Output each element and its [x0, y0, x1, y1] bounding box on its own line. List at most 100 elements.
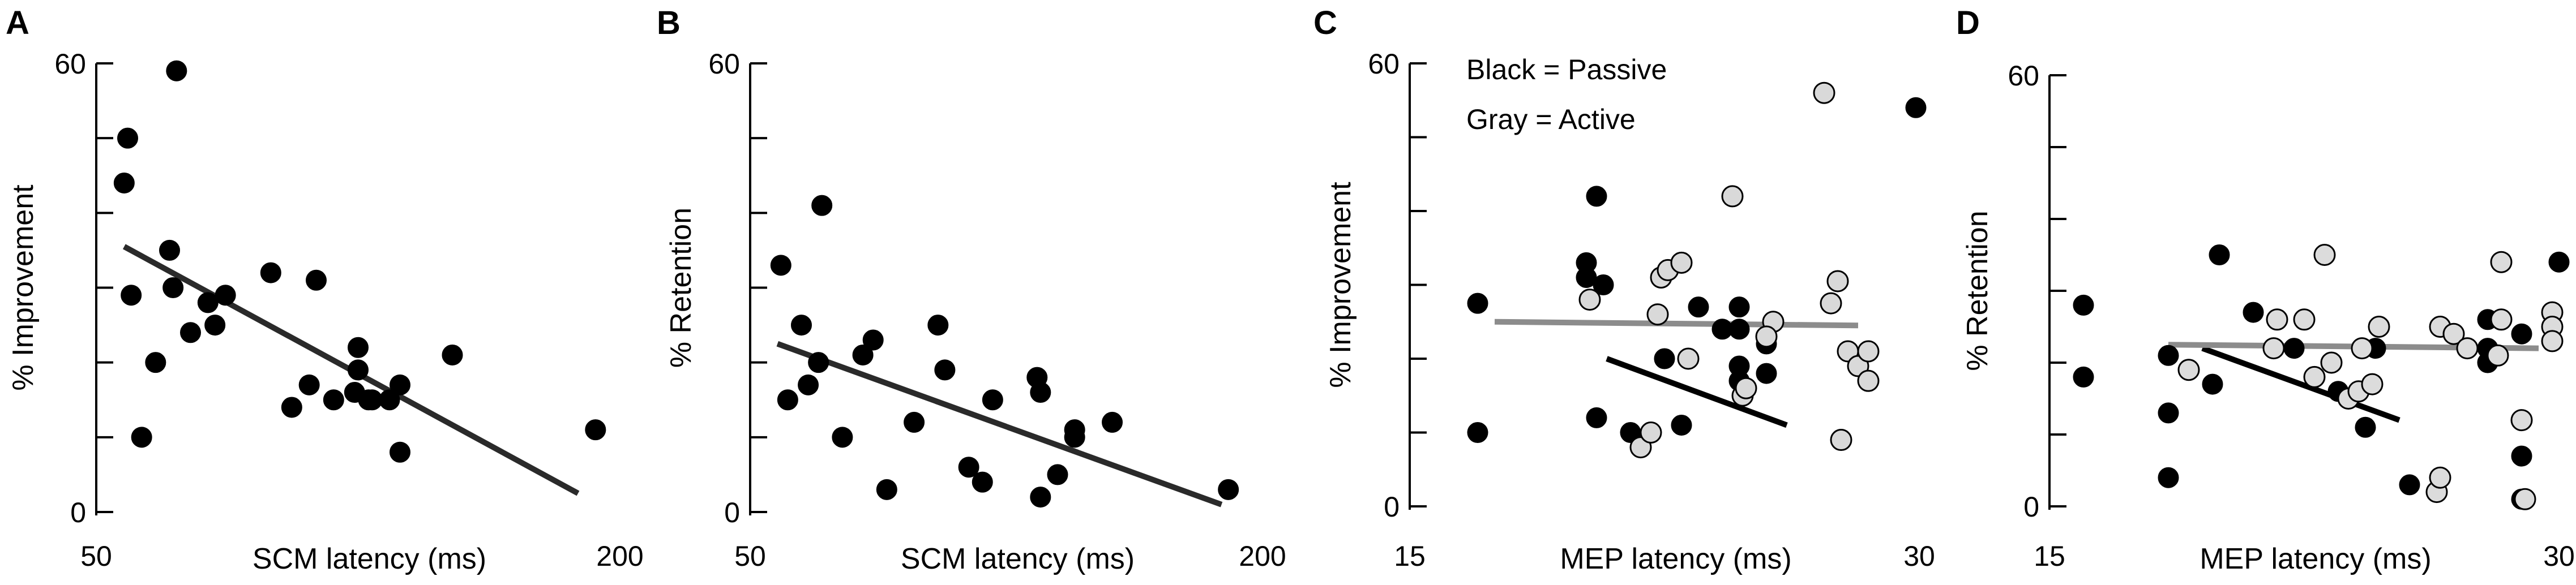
panel-letter: D [1956, 5, 1980, 41]
data-point [777, 389, 798, 411]
data-point [1728, 319, 1750, 340]
data-point [361, 389, 383, 411]
data-point [204, 315, 226, 336]
data-point [1826, 270, 1849, 292]
data-point [306, 269, 327, 291]
data-point [1467, 292, 1488, 314]
x-axis-label: SCM latency (ms) [901, 543, 1135, 575]
data-point [1671, 414, 1692, 436]
data-point [1218, 479, 1239, 500]
data-point [2209, 244, 2230, 265]
x-tick-label: 200 [596, 540, 643, 572]
data-point [791, 315, 812, 336]
data-point [260, 262, 281, 283]
data-point [2320, 351, 2343, 374]
data-point [1728, 296, 1750, 318]
data-point [180, 322, 201, 343]
data-point [2399, 474, 2420, 496]
data-point [390, 374, 410, 395]
x-tick-label: 50 [80, 540, 112, 572]
data-point [1670, 251, 1693, 274]
data-point [770, 255, 791, 276]
data-point [2073, 294, 2094, 316]
x-axis-label: MEP latency (ms) [1560, 543, 1791, 575]
y-axis-label: % Retention [1961, 210, 1994, 371]
data-point [1755, 325, 1778, 348]
data-point [972, 471, 993, 493]
data-point [2293, 308, 2316, 331]
x-tick-label: 50 [734, 540, 766, 572]
data-point [1030, 382, 1051, 403]
data-point [2487, 344, 2509, 367]
data-point [1064, 427, 1085, 448]
data-point [927, 315, 949, 336]
data-point [1640, 421, 1662, 444]
data-point [348, 337, 369, 358]
data-point [934, 359, 956, 381]
data-point [585, 419, 606, 441]
x-axis-label: MEP latency (ms) [2200, 543, 2431, 575]
data-point [2266, 308, 2288, 331]
y-tick-label: 0 [2023, 491, 2039, 523]
y-axis-label: % Improvement [7, 184, 40, 391]
data-point [2490, 308, 2513, 331]
data-point [1654, 348, 1675, 369]
legend-entry: Gray = Active [1466, 104, 1636, 135]
data-point [1467, 422, 1488, 443]
data-point [832, 427, 853, 448]
data-point [131, 427, 152, 448]
data-point [145, 352, 166, 373]
data-point [2177, 359, 2200, 381]
data-point [876, 479, 897, 500]
data-point [2073, 366, 2094, 388]
data-point [1905, 97, 1927, 118]
data-point [159, 239, 180, 261]
data-point [798, 374, 819, 395]
data-point [1677, 347, 1700, 370]
y-tick-label: 60 [54, 48, 86, 80]
regression-line [2201, 345, 2400, 423]
data-point [2548, 251, 2570, 273]
data-point [2355, 416, 2376, 438]
x-axis-label: SCM latency (ms) [253, 543, 486, 575]
data-point [2541, 330, 2564, 352]
data-point [2283, 338, 2305, 359]
data-point [2158, 467, 2179, 488]
data-point [1688, 296, 1709, 318]
data-point [2313, 244, 2336, 266]
legend-entry: Black = Passive [1466, 54, 1667, 85]
panel-letter: C [1313, 5, 1337, 41]
panel-d: D 0 60 % Retention 15 30 MEP latency (ms) [1956, 5, 2575, 575]
panel-a: A 0 60 % Improvement 50 200 SCM latency (ms) [6, 5, 644, 575]
data-point [215, 285, 236, 306]
x-tick-label: 15 [1394, 540, 1426, 572]
data-point [1578, 289, 1601, 311]
data-point [1102, 411, 1123, 433]
data-point [862, 329, 884, 351]
y-tick-label: 60 [708, 48, 740, 80]
data-point [1735, 377, 1757, 399]
data-point [121, 285, 142, 306]
data-point [1721, 185, 1744, 208]
regression-line [1494, 319, 1859, 329]
data-point [2303, 365, 2326, 388]
data-point [2158, 402, 2179, 424]
data-point [2429, 466, 2451, 489]
panel-letter: A [6, 5, 29, 41]
data-point [1593, 274, 1614, 295]
data-point [2368, 316, 2390, 338]
y-tick-label: 0 [724, 497, 740, 528]
data-point [1646, 303, 1669, 326]
data-point [1047, 464, 1068, 485]
data-point [1857, 369, 1880, 392]
data-point [808, 352, 829, 373]
data-point [113, 172, 135, 193]
data-point [2511, 323, 2532, 345]
data-point [442, 344, 463, 365]
data-point [904, 411, 925, 433]
panel-c: C 0 60 % Improvement 15 30 MEP latency (ms) Bla… [1313, 5, 1935, 575]
data-point [166, 60, 187, 81]
data-point [281, 397, 302, 418]
y-tick-label: 0 [1384, 491, 1400, 523]
